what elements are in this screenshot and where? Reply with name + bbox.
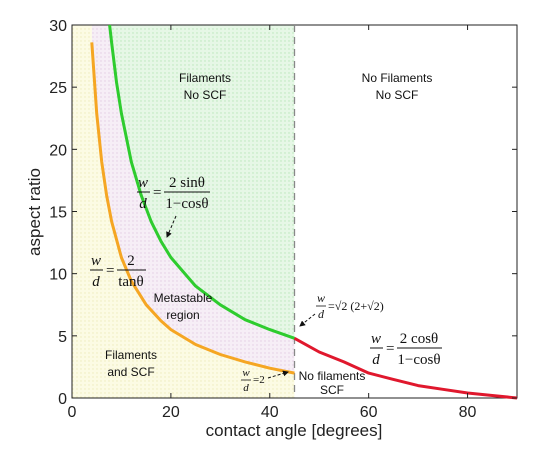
svg-text:=√2 (2+√2): =√2 (2+√2) (328, 299, 384, 313)
region-label-no-filaments-scf: No filaments SCF (299, 369, 366, 397)
svg-text:w: w (242, 367, 250, 379)
svg-text:w: w (371, 331, 381, 347)
region-label-no-filaments-no-scf: No Filaments No SCF (362, 71, 433, 102)
x-axis-ticks: 0 20 40 60 80 (68, 25, 477, 421)
orange-curve (90, 42, 295, 375)
y-tick-label: 30 (49, 18, 67, 35)
x-tick-label: 40 (261, 404, 279, 421)
svg-text:Filaments: Filaments (179, 71, 231, 85)
metastable-region-fill (91, 25, 295, 374)
green-curve-equation: w d = 2 sinθ 1−cosθ (137, 175, 210, 238)
svg-text:=: = (153, 185, 161, 201)
svg-text:=: = (386, 341, 394, 357)
svg-text:Metastable: Metastable (154, 291, 213, 305)
series-layer (90, 24, 518, 400)
svg-text:and SCF: and SCF (107, 365, 154, 379)
orange-curve-equation: w d = 2 tanθ (90, 253, 146, 290)
svg-text:d: d (92, 274, 100, 290)
y-tick-label: 10 (49, 267, 67, 284)
region-label-metastable: Metastable region (154, 291, 213, 322)
svg-text:w: w (91, 253, 101, 269)
x-tick-label: 20 (162, 404, 180, 421)
red-curve (293, 336, 518, 400)
region-label-filaments-no-scf: Filaments No SCF (179, 71, 231, 102)
y-axis-label: aspect ratio (25, 168, 44, 256)
low-equation: w d =2 (241, 367, 289, 394)
svg-text:=2: =2 (253, 374, 265, 386)
svg-text:w: w (138, 175, 148, 191)
y-tick-label: 0 (58, 391, 67, 408)
junction-equation: w d =√2 (2+√2) (299, 291, 384, 327)
green-curve (108, 24, 295, 340)
y-axis-ticks: 0 5 10 15 20 25 30 (49, 18, 517, 408)
y-tick-label: 20 (49, 142, 67, 159)
svg-text:1−cosθ: 1−cosθ (397, 352, 440, 368)
svg-text:No filaments: No filaments (299, 369, 366, 383)
filaments-no-scf-region-fill (109, 25, 295, 339)
svg-text:tanθ: tanθ (118, 274, 144, 290)
svg-text:SCF: SCF (320, 383, 344, 397)
y-tick-label: 15 (49, 205, 67, 222)
x-tick-label: 80 (459, 404, 477, 421)
svg-text:d: d (243, 382, 249, 394)
red-curve-equation: w d = 2 cosθ 1−cosθ (370, 331, 442, 368)
svg-text:=: = (106, 263, 114, 279)
svg-text:No SCF: No SCF (376, 88, 419, 102)
svg-text:d: d (372, 352, 380, 368)
y-tick-label: 25 (49, 80, 67, 97)
svg-text:No SCF: No SCF (184, 88, 227, 102)
svg-text:2 sinθ: 2 sinθ (169, 175, 205, 191)
svg-text:d: d (139, 196, 147, 212)
svg-text:region: region (166, 308, 199, 322)
filaments-and-scf-region-fill (72, 25, 295, 398)
x-tick-label: 60 (360, 404, 378, 421)
svg-text:1−cosθ: 1−cosθ (165, 196, 208, 212)
x-tick-label: 0 (68, 404, 77, 421)
svg-text:2: 2 (127, 253, 135, 269)
y-tick-label: 5 (58, 329, 67, 346)
x-axis-label: contact angle [degrees] (206, 421, 383, 440)
region-label-filaments-and-scf: Filaments and SCF (105, 348, 157, 379)
svg-text:d: d (318, 307, 325, 321)
svg-text:2 cosθ: 2 cosθ (400, 331, 438, 347)
svg-text:Filaments: Filaments (105, 348, 157, 362)
svg-text:No Filaments: No Filaments (362, 71, 433, 85)
svg-text:w: w (317, 291, 325, 305)
